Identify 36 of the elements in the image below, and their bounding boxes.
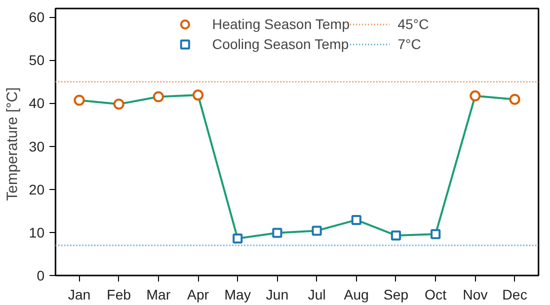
- point: [232, 233, 243, 244]
- legend-label: 45°C: [398, 16, 429, 32]
- x-tick-label: Jul: [308, 286, 326, 302]
- y-tick-label: 20: [28, 181, 45, 198]
- point: [390, 230, 401, 240]
- legend-label: Cooling Season Temp: [212, 36, 349, 52]
- y-tick-label: 50: [28, 52, 45, 68]
- x-tick-label: Jan: [68, 286, 91, 302]
- point: [192, 90, 204, 101]
- x-tick-label: Aug: [344, 286, 369, 302]
- point: [430, 229, 441, 240]
- legend-label: 7°C: [398, 36, 422, 52]
- point: [509, 94, 520, 105]
- y-tick-label: 0: [36, 268, 45, 284]
- x-tick-label: Feb: [106, 286, 132, 302]
- y-tick-label: 60: [28, 9, 45, 26]
- y-tick-label: 40: [28, 95, 45, 112]
- point: [470, 90, 481, 102]
- point: [312, 226, 322, 236]
- x-tick-label: Dec: [502, 286, 528, 302]
- x-tick-label: Oct: [424, 286, 447, 302]
- y-axis-title: Temperature [°C]: [4, 87, 21, 201]
- y-tick-label: 30: [28, 138, 45, 154]
- x-tick-label: Nov: [462, 286, 488, 302]
- x-tick-label: Sep: [384, 286, 409, 302]
- x-tick-label: May: [224, 286, 251, 302]
- x-tick-label: Apr: [187, 286, 210, 302]
- point: [152, 91, 164, 102]
- point: [113, 98, 124, 110]
- x-tick-label: Mar: [146, 286, 171, 302]
- x-tick-label: Jun: [266, 286, 288, 302]
- point: [272, 228, 282, 238]
- legend-label: Heating Season Temp: [212, 16, 350, 32]
- point: [351, 214, 362, 225]
- point: [74, 94, 85, 106]
- y-tick-label: 10: [28, 224, 45, 240]
